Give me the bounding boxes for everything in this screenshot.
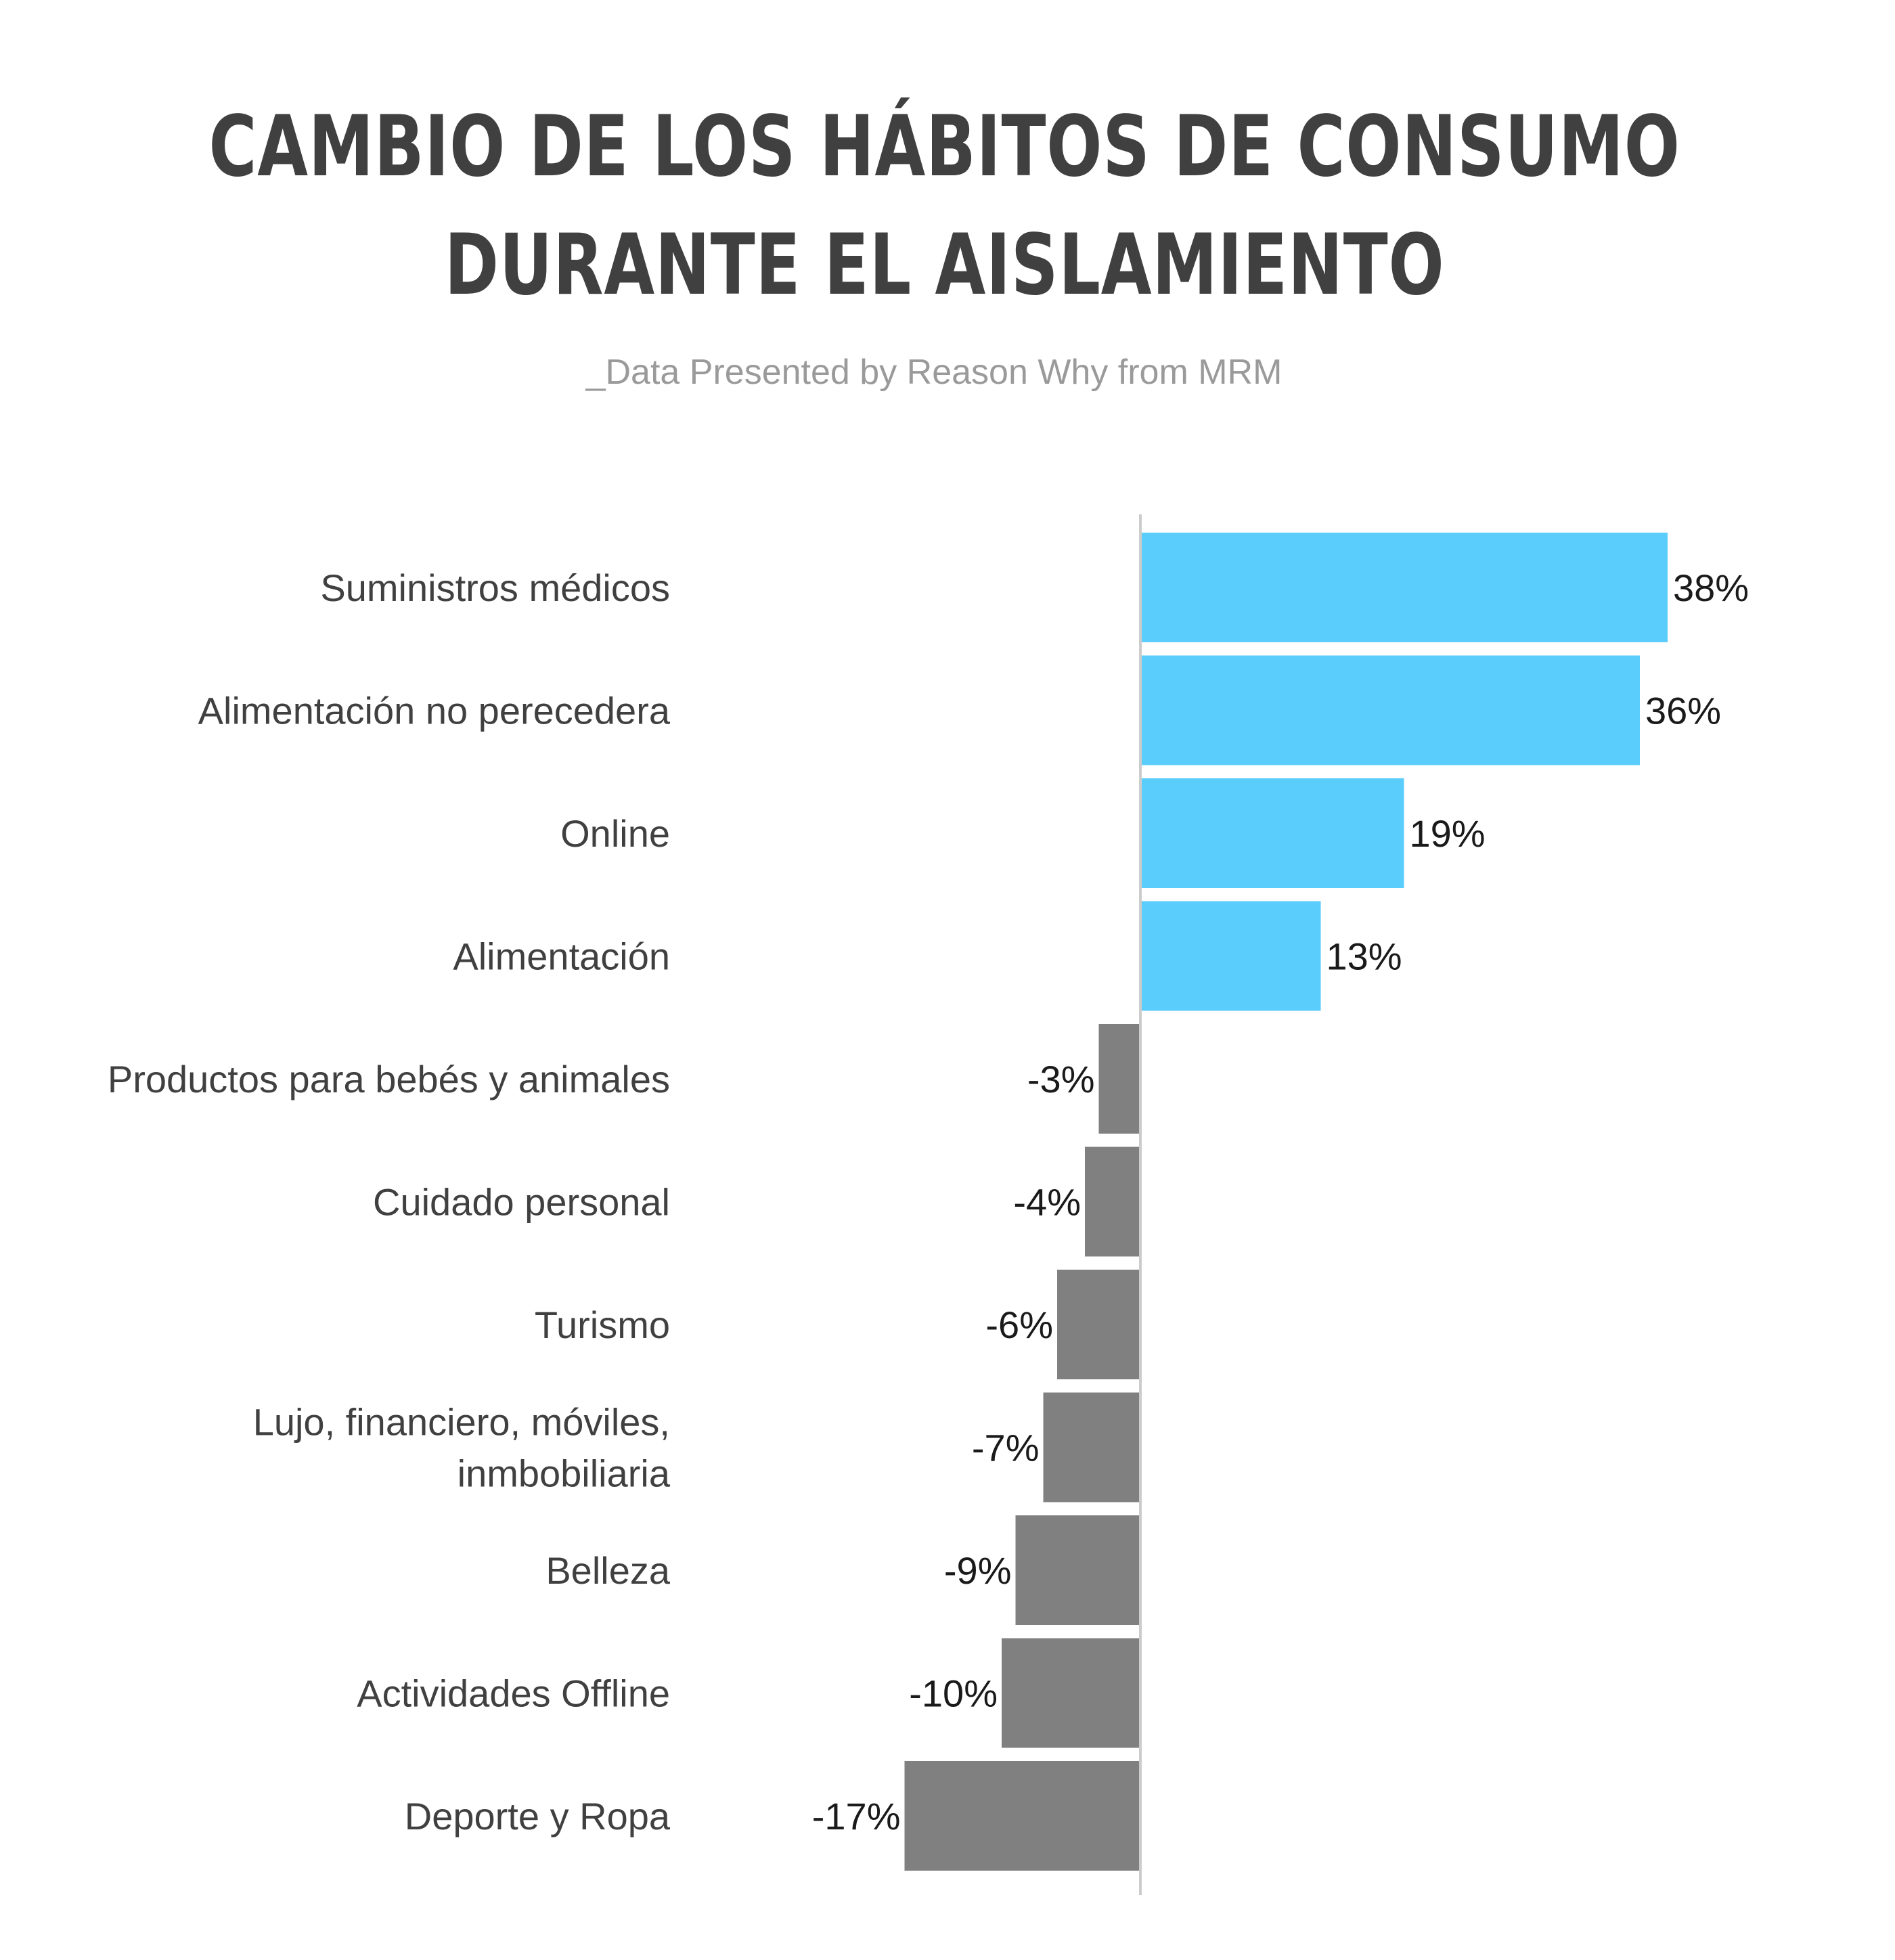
value-label: 19% [1410,812,1486,855]
chart-title-line-1: CAMBIO DE LOS HÁBITOS DE CONSUMO [208,98,1680,196]
bar [1098,1024,1140,1134]
bar [1015,1515,1140,1625]
value-label: 36% [1645,690,1721,732]
category-label: Lujo, financiero, móviles, inmbobiliaria [253,1401,671,1495]
category-label: Online [560,812,670,855]
category-label: Turismo [535,1304,670,1346]
bar [1002,1638,1140,1748]
bar [1085,1146,1140,1257]
category-label: Deporte y Ropa [405,1795,671,1838]
chart-title: CAMBIO DE LOS HÁBITOS DE CONSUMO DURANTE… [206,88,1684,325]
value-label: -10% [909,1672,998,1715]
bar [1057,1270,1140,1379]
value-label: -6% [985,1304,1053,1346]
bar [1140,778,1404,888]
bar [1140,533,1668,642]
category-label: Alimentación [453,935,670,978]
value-label: -3% [1027,1058,1095,1100]
category-label: Alimentación no perecedera [198,690,671,732]
value-label: -17% [812,1795,901,1838]
bar [1043,1392,1140,1502]
value-label: 38% [1673,566,1749,609]
category-label: Suministros médicos [320,566,670,609]
category-label: Cuidado personal [373,1181,670,1224]
bar [1140,655,1640,765]
bar [904,1761,1140,1871]
chart-title-line-2: DURANTE EL AISLAMIENTO [444,217,1445,314]
value-label: 13% [1326,935,1402,978]
category-label: Belleza [545,1549,671,1592]
chart-subtitle: _Data Presented by Reason Why from MRM [585,353,1283,392]
value-label: -4% [1013,1181,1081,1224]
value-label: -9% [944,1549,1012,1592]
value-label: -7% [972,1427,1040,1469]
category-label: Productos para bebés y animales [108,1058,670,1100]
bar [1140,901,1321,1011]
category-label: Actividades Offline [357,1672,670,1715]
